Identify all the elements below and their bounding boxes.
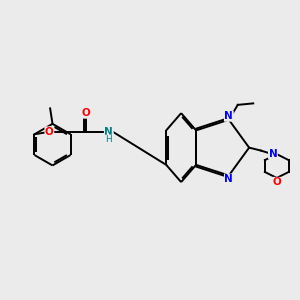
Text: H: H xyxy=(106,135,112,144)
Text: N: N xyxy=(268,148,277,159)
Text: O: O xyxy=(82,108,91,118)
Text: O: O xyxy=(45,127,54,137)
Text: O: O xyxy=(272,177,281,188)
Text: N: N xyxy=(104,127,113,137)
Text: N: N xyxy=(224,111,233,121)
Text: N: N xyxy=(224,174,233,184)
